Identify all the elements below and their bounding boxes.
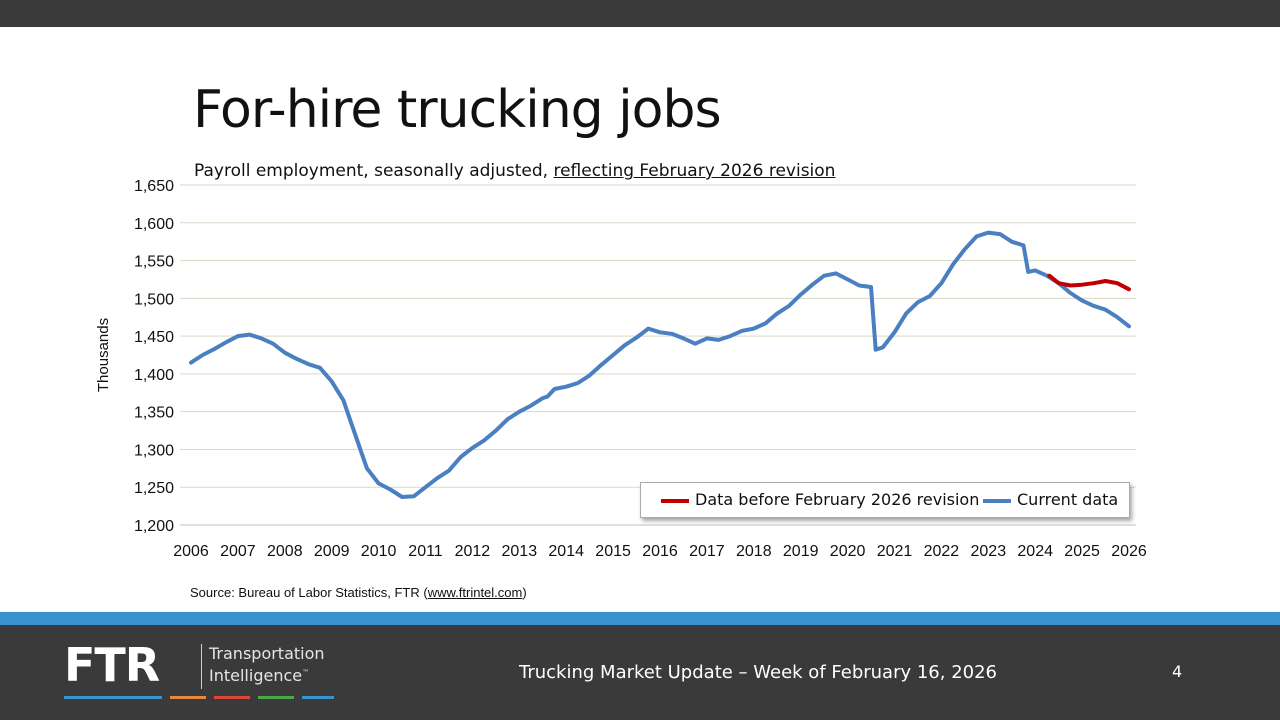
x-tick-label: 2020: [830, 543, 866, 560]
top-bar: [0, 0, 1280, 27]
y-axis: 1,200 1,250 1,300 1,350 1,400 1,450 1,500 1,550…: [134, 178, 174, 535]
chart-legend: Data before February 2026 revision Curre…: [640, 482, 1130, 518]
x-tick-label: 2024: [1017, 543, 1053, 560]
data-series: [189, 230, 1131, 499]
x-axis: 2006 2007 2008 2009 2010 2011 2012 2013 2014 2015…: [173, 543, 1147, 560]
slide-title: For-hire trucking jobs: [193, 80, 722, 140]
subtitle-prefix: Payroll employment, seasonally adjusted,: [194, 161, 554, 181]
x-tick-label: 2023: [971, 543, 1007, 560]
logo-color-stripes: [64, 696, 334, 699]
x-tick-label: 2016: [642, 543, 678, 560]
y-tick-label: 1,550: [134, 254, 174, 271]
source-link[interactable]: www.ftrintel.com: [427, 585, 523, 600]
footer-band: [0, 625, 1280, 720]
y-tick-label: 1,300: [134, 442, 174, 459]
series-line-before-revision: [1047, 273, 1131, 292]
x-tick-label: 2025: [1064, 543, 1100, 560]
x-tick-label: 2021: [877, 543, 913, 560]
x-tick-label: 2008: [267, 543, 303, 560]
employment-chart: 1,200 1,250 1,300 1,350 1,400 1,450 1,500 1,550…: [95, 178, 1147, 560]
x-tick-label: 2010: [361, 543, 397, 560]
y-tick-label: 1,600: [134, 216, 174, 233]
y-axis-label: Thousands: [95, 318, 112, 392]
y-tick-label: 1,650: [134, 178, 174, 195]
logo-trademark: ™: [302, 668, 310, 677]
x-tick-label: 2015: [595, 543, 631, 560]
logo-stripe-5: [302, 696, 334, 699]
x-tick-label: 2019: [783, 543, 819, 560]
x-tick-label: 2006: [173, 543, 209, 560]
x-tick-label: 2009: [314, 543, 350, 560]
source-suffix: ): [522, 585, 527, 600]
subtitle-revision-note: reflecting February 2026 revision: [553, 161, 836, 181]
legend-swatch-before-revision: [661, 499, 689, 503]
legend-label-current: Current data: [1017, 490, 1119, 509]
logo-stripe-2: [170, 696, 206, 699]
footer-accent-band: [0, 612, 1280, 625]
x-tick-label: 2012: [455, 543, 491, 560]
logo-stripe-3: [214, 696, 250, 699]
x-tick-label: 2022: [924, 543, 960, 560]
logo-line-1: Transportation: [209, 644, 325, 663]
x-tick-label: 2013: [502, 543, 538, 560]
x-tick-label: 2014: [548, 543, 584, 560]
logo-line-2: Intelligence™: [209, 666, 309, 685]
footer-caption: Trucking Market Update – Week of Februar…: [519, 662, 998, 683]
y-tick-label: 1,350: [134, 405, 174, 422]
logo-wordmark: FTR: [64, 638, 160, 692]
y-tick-label: 1,250: [134, 480, 174, 497]
chart-subtitle: Payroll employment, seasonally adjusted,…: [194, 161, 835, 181]
series-line-current-data: [189, 230, 1131, 499]
y-tick-label: 1,450: [134, 329, 174, 346]
page-number: 4: [1172, 662, 1183, 681]
y-tick-label: 1,500: [134, 291, 174, 308]
logo-stripe-1: [64, 696, 162, 699]
logo-stripe-4: [258, 696, 294, 699]
x-tick-label: 2026: [1111, 543, 1147, 560]
source-note: Source: Bureau of Labor Statistics, FTR …: [190, 585, 527, 600]
gridlines: [180, 184, 1136, 526]
logo-line-2-text: Intelligence: [209, 666, 303, 685]
x-tick-label: 2007: [220, 543, 256, 560]
y-tick-label: 1,400: [134, 367, 174, 384]
legend-swatch-current: [983, 499, 1011, 503]
logo-divider: [201, 644, 202, 689]
x-tick-label: 2011: [408, 543, 443, 560]
y-tick-label: 1,200: [134, 518, 174, 535]
x-tick-label: 2017: [689, 543, 725, 560]
source-prefix: Source: Bureau of Labor Statistics, FTR …: [190, 585, 428, 600]
legend-label-before-revision: Data before February 2026 revision: [695, 490, 980, 509]
x-tick-label: 2018: [736, 543, 772, 560]
